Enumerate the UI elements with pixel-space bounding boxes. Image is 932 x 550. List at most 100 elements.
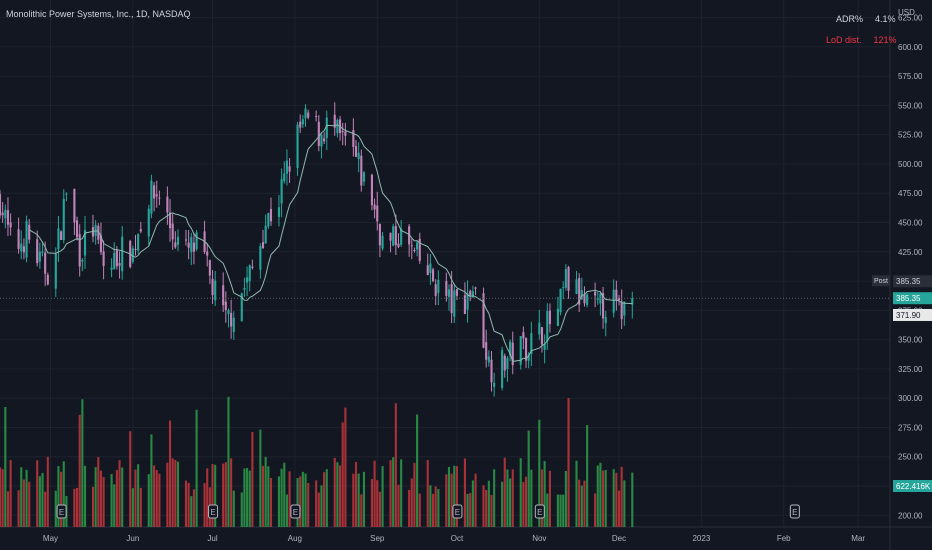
volume-bar: [575, 460, 578, 527]
y-tick-label: 350.00: [898, 336, 923, 345]
candle-body: [147, 208, 150, 237]
candle-body: [131, 248, 134, 262]
candle-body: [192, 242, 196, 252]
volume-bar: [338, 465, 342, 527]
earnings-icon: [789, 504, 800, 519]
earnings-icon-label: E: [537, 508, 542, 517]
volume-bar: [168, 420, 172, 527]
candle-body: [487, 356, 490, 363]
candle-body: [631, 298, 634, 305]
volume-bar: [426, 460, 429, 527]
candle-body: [134, 248, 137, 250]
volume-bar: [171, 458, 174, 527]
volume-bar: [556, 494, 559, 527]
candle-body: [501, 350, 504, 389]
volume-bar: [376, 480, 379, 527]
candle-body: [400, 228, 403, 245]
volume-bar: [147, 474, 150, 527]
volume-bar: [360, 494, 363, 527]
candle-body: [341, 131, 344, 133]
candle-body: [453, 290, 456, 317]
volume-bar: [362, 471, 366, 527]
candle-body: [9, 222, 12, 228]
candle-body: [150, 180, 153, 214]
candle-body: [155, 194, 158, 197]
candle-body: [354, 146, 358, 157]
volume-bar: [599, 462, 602, 527]
post-tag-label: Post: [874, 278, 888, 285]
y-tick-label: 450.00: [898, 219, 923, 228]
volume-bar: [57, 466, 60, 527]
x-tick-label: Dec: [612, 534, 626, 543]
candle-body: [73, 188, 76, 223]
candle-body: [28, 224, 31, 240]
candle-body: [594, 291, 597, 296]
candle-body: [94, 225, 97, 236]
volume-bar: [418, 493, 421, 527]
volume-bar: [25, 469, 28, 527]
volume-bar: [137, 464, 140, 527]
candle-body: [450, 284, 453, 314]
candle-body: [62, 198, 65, 241]
candle-body: [174, 242, 177, 248]
volume-bar: [524, 476, 528, 527]
volume-bar: [543, 461, 546, 527]
earnings-icon: [452, 504, 463, 519]
candle-body: [153, 185, 156, 199]
candle-body: [447, 289, 451, 298]
volume-bar: [251, 431, 254, 527]
candle-body: [248, 265, 251, 282]
volume-bar: [4, 406, 7, 527]
y-tick-label: 275.00: [898, 423, 923, 432]
moving-average-line: [28, 124, 633, 362]
last-price-tag-bg: [893, 292, 932, 305]
volume-bar: [408, 489, 411, 527]
candle-body: [471, 291, 474, 298]
volume-bar: [559, 494, 562, 527]
candle-body: [4, 209, 7, 219]
candle-body: [408, 226, 411, 245]
candle-body: [623, 301, 626, 316]
candle-body: [397, 243, 400, 247]
volume-bar: [301, 471, 304, 527]
volume-bar: [612, 469, 615, 527]
volume-bar: [259, 429, 262, 527]
candle-body: [617, 297, 621, 301]
candle-body: [166, 196, 169, 213]
x-tick-label: Jul: [207, 534, 217, 543]
volume-bar: [620, 466, 623, 527]
volume-bar: [113, 484, 116, 527]
volume-bar: [602, 470, 605, 527]
earnings-icon: [56, 504, 67, 519]
candle-body: [370, 174, 374, 206]
y-tick-label: 250.00: [898, 453, 923, 462]
volume-bar: [540, 469, 544, 527]
candle-body: [602, 293, 605, 319]
volume-bar: [285, 494, 288, 527]
x-tick-label: Nov: [532, 534, 546, 543]
candle-body: [304, 108, 307, 119]
volume-bar: [115, 470, 118, 527]
volume-bar: [118, 460, 121, 527]
candle-body: [413, 249, 416, 251]
candle-body: [548, 310, 552, 325]
volume-bar: [97, 457, 100, 527]
candle-body: [299, 121, 302, 128]
volume-bar: [323, 472, 326, 527]
candle-body: [317, 121, 320, 146]
volume-bar: [583, 480, 586, 527]
candle-body: [524, 337, 528, 361]
candle-body: [224, 301, 227, 311]
candle-body: [261, 242, 265, 249]
volume-bar: [315, 480, 318, 527]
candle-body: [307, 112, 310, 118]
volume-bar: [615, 472, 618, 527]
volume-bar: [166, 462, 169, 527]
candle-body: [503, 355, 506, 371]
earnings-icon: [534, 504, 545, 519]
volume-bar: [110, 473, 113, 527]
volume-bar: [184, 480, 188, 527]
volume-bar: [548, 470, 552, 527]
earnings-icon: [208, 504, 219, 519]
